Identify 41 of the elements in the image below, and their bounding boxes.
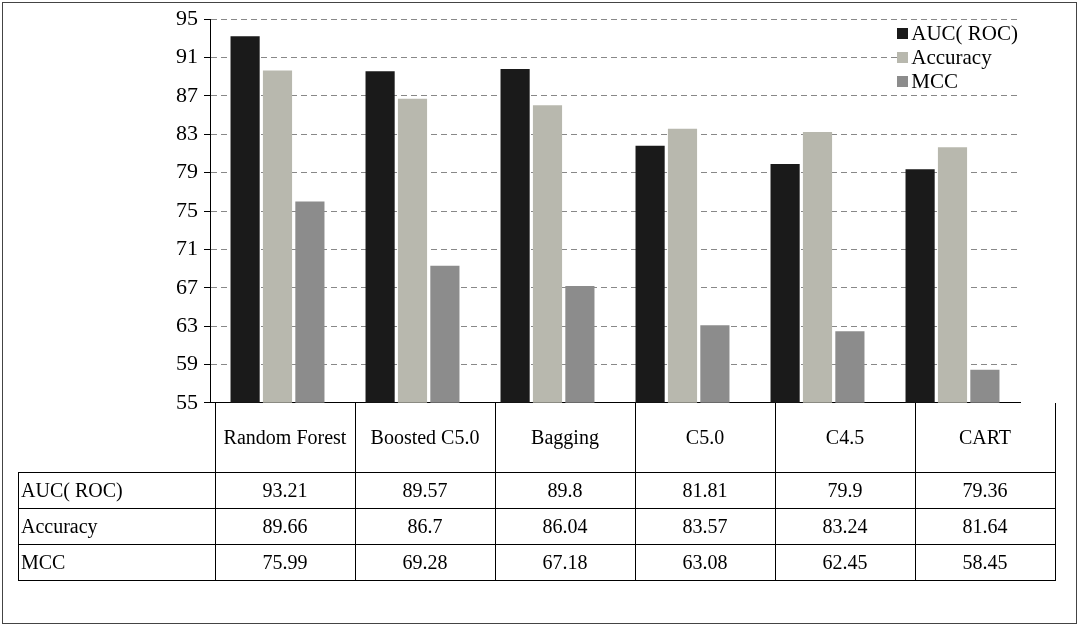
legend-label: AUC( ROC) — [911, 21, 1018, 46]
text: AUC( ROC) — [21, 479, 123, 502]
x-tick-label: Boosted C5.0 — [355, 402, 495, 473]
x-tick-label: Random Forest — [215, 402, 355, 473]
x-tick-label: C5.0 — [635, 402, 775, 473]
data-label: 67.18 — [495, 544, 635, 581]
y-tick-label: 91 — [176, 43, 198, 69]
data-label: 89.66 — [215, 508, 355, 545]
data-label: 75.99 — [215, 544, 355, 581]
data-label: 81.64 — [915, 508, 1055, 545]
data-label: 83.24 — [775, 508, 915, 545]
x-tick-label: C4.5 — [775, 402, 915, 473]
data-label: 86.04 — [495, 508, 635, 545]
data-label: 79.36 — [915, 472, 1055, 509]
data-label: 81.81 — [635, 472, 775, 509]
y-tick-label: 59 — [176, 350, 198, 376]
y-tick-label: 67 — [176, 273, 198, 299]
data-label: 79.9 — [775, 472, 915, 509]
y-tick-label: 79 — [176, 158, 198, 184]
x-tick-label: Bagging — [495, 402, 635, 473]
data-label: 93.21 — [215, 472, 355, 509]
data-label: 89.8 — [495, 472, 635, 509]
y-tick-label: 63 — [176, 311, 198, 337]
legend-label: Accuracy — [911, 45, 992, 70]
data-label: 86.7 — [355, 508, 495, 545]
data-label: 62.45 — [775, 544, 915, 581]
data-label: 83.57 — [635, 508, 775, 545]
y-tick-label: 75 — [176, 196, 198, 222]
legend-label: MCC — [911, 69, 958, 94]
y-tick-label: 55 — [176, 388, 198, 414]
data-label: 69.28 — [355, 544, 495, 581]
x-tick-label: CART — [915, 402, 1055, 473]
y-tick-label: 95 — [176, 4, 198, 30]
y-tick-label: 87 — [176, 81, 198, 107]
text: Accuracy — [21, 515, 98, 538]
y-tick-label: 71 — [176, 235, 198, 261]
data-label: 63.08 — [635, 544, 775, 581]
data-label: 89.57 — [355, 472, 495, 509]
text: MCC — [21, 551, 66, 574]
data-label: 58.45 — [915, 544, 1055, 581]
y-tick-label: 83 — [176, 120, 198, 146]
